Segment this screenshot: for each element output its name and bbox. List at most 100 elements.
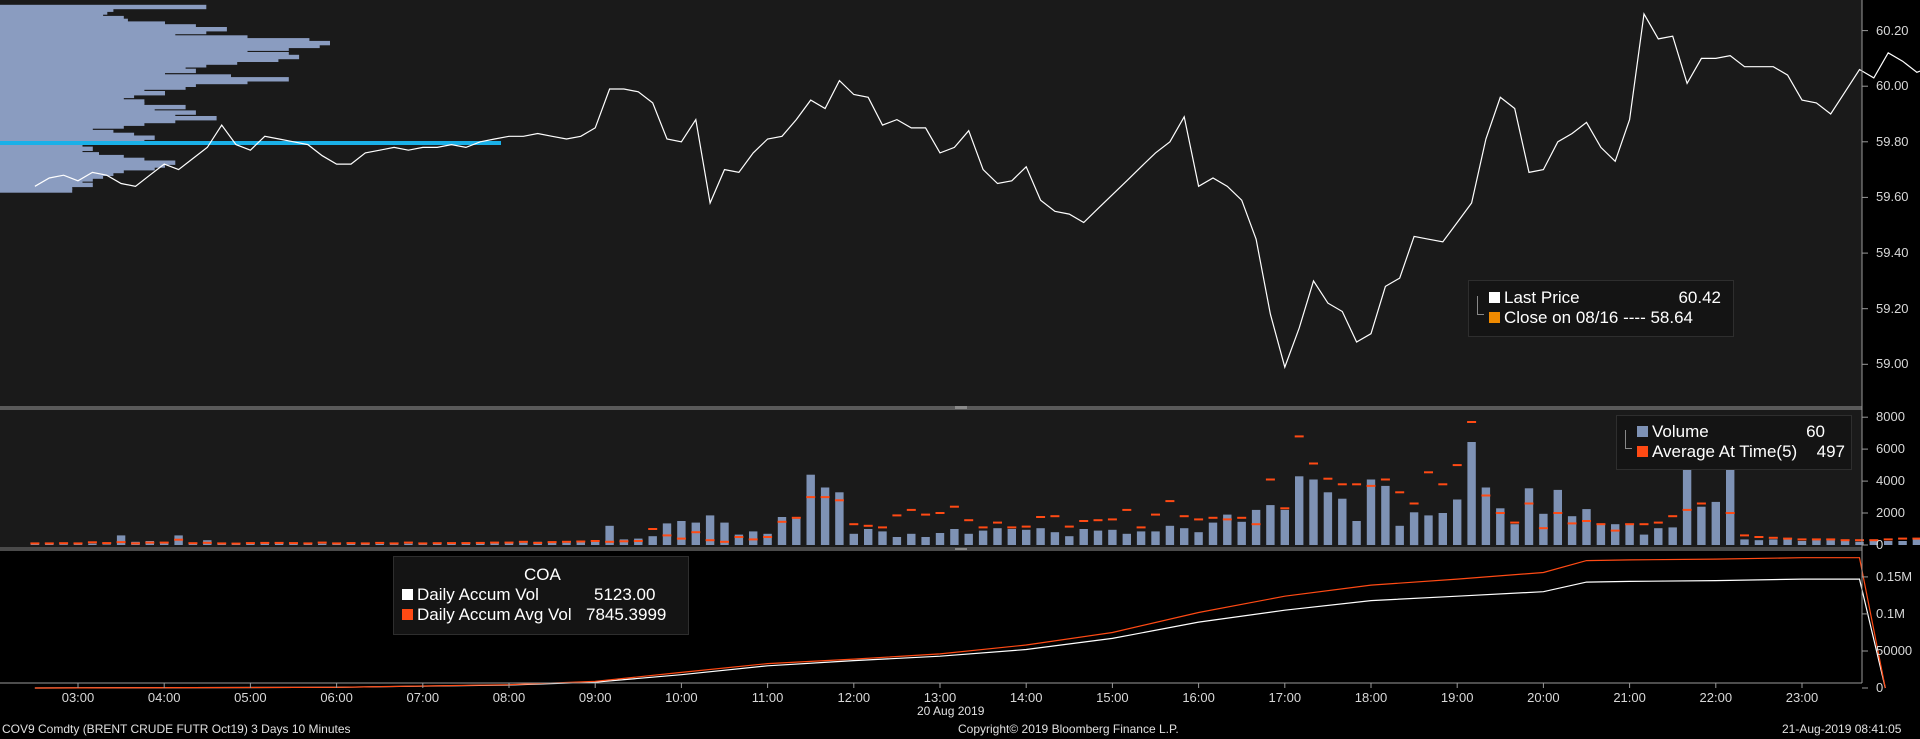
y-tick-label: 8000: [1876, 409, 1905, 425]
avg-at-time-marker: [59, 542, 69, 545]
volume-bar: [892, 537, 902, 545]
avg-at-time-marker: [906, 508, 916, 511]
avg-at-time-marker: [174, 538, 184, 541]
avg-at-time-marker: [763, 536, 773, 538]
x-tick-label: 06:00: [320, 690, 353, 705]
volume-bar: [849, 533, 858, 545]
profile-bar: [0, 168, 124, 174]
volume-value: 60: [1806, 422, 1825, 441]
volume-bar: [461, 544, 471, 545]
profile-bar: [0, 65, 186, 71]
profile-bar: [0, 135, 155, 140]
profile-bar: [0, 118, 176, 124]
profile-bar: [0, 160, 176, 165]
volume-bar: [1079, 529, 1088, 545]
avg-at-time-marker: [1783, 537, 1793, 540]
avg-at-time-marker: [403, 541, 413, 544]
volume-bar: [921, 537, 930, 545]
volume-bar: [1524, 488, 1534, 545]
timestamp: 21-Aug-2019 08:41:05: [1782, 722, 1902, 736]
avg-at-time-marker: [1538, 527, 1548, 530]
x-tick-marks: [77, 683, 1803, 688]
accum-vol-row: Daily Accum Vol 5123.00: [402, 585, 682, 605]
panel-divider-top[interactable]: [0, 406, 1862, 410]
profile-bar: [0, 138, 145, 143]
avg-at-time-marker: [1079, 520, 1089, 522]
profile-bar: [0, 74, 231, 79]
avg-at-time-marker: [1639, 523, 1649, 526]
avg-at-time-marker: [921, 513, 931, 516]
accum-vol-value: 5123.00: [594, 585, 656, 604]
avg-at-time-marker: [73, 542, 83, 545]
profile-bar: [0, 15, 124, 21]
y-tick-label: 60.20: [1876, 22, 1909, 38]
volume-bar: [1754, 540, 1764, 545]
volume-bar: [1323, 492, 1333, 545]
profile-bar: [0, 38, 310, 43]
volume-bar: [1223, 514, 1232, 545]
avg-at-time-marker: [1122, 508, 1132, 511]
accum-avg-swatch: [402, 609, 413, 621]
avg-at-time-marker: [1395, 491, 1405, 494]
avg-at-time-marker: [490, 541, 500, 544]
profile-bar: [0, 182, 93, 188]
profile-bar: [0, 10, 108, 15]
panel-divider-bottom[interactable]: [0, 547, 1862, 551]
volume-bar: [1065, 536, 1074, 545]
avg-at-time-marker: [1309, 462, 1318, 465]
profile-bar: [0, 71, 165, 76]
x-tick-label: 22:00: [1699, 690, 1733, 705]
volume-bar: [1812, 540, 1821, 545]
volume-bar: [993, 528, 1002, 545]
avg-at-time-marker: [863, 524, 873, 527]
avg-at-time-marker: [676, 537, 686, 540]
volume-bar: [1108, 529, 1117, 545]
avg-at-time-marker: [662, 534, 672, 537]
x-tick-label: 13:00: [923, 690, 957, 705]
profile-bar: [0, 152, 99, 157]
profile-bar: [0, 146, 93, 151]
divider-grip-bottom[interactable]: [955, 548, 967, 550]
x-tick-label: 03:00: [61, 690, 95, 705]
volume-bar: [303, 544, 313, 545]
volume-bar: [1309, 479, 1318, 545]
volume-bar: [1266, 505, 1275, 545]
x-tick-label: 10:00: [665, 690, 698, 705]
avg-at-time-marker: [145, 541, 155, 544]
avg-at-time-marker: [1768, 536, 1778, 539]
avg-at-time-marker: [1754, 536, 1764, 538]
profile-bar: [0, 18, 128, 24]
volume-bar: [88, 543, 97, 545]
volume-bar: [1797, 541, 1807, 545]
profile-bar: [0, 54, 300, 60]
volume-bar: [1611, 524, 1620, 545]
avg-at-time-marker: [1855, 539, 1864, 542]
avg-at-time-marker: [159, 541, 169, 544]
profile-bar: [0, 49, 248, 54]
avg-at-time-marker: [576, 540, 586, 543]
avg-at-time-marker: [820, 496, 830, 499]
profile-bar: [0, 113, 176, 118]
divider-grip-top[interactable]: [955, 406, 967, 409]
close-swatch: [1489, 312, 1500, 324]
avg-at-time-marker: [562, 540, 571, 543]
point-of-control-line: [0, 141, 501, 145]
avg-at-time-row: Average At Time(5) 497: [1637, 442, 1847, 462]
last-price-line: [34, 12, 1920, 370]
volume-bar: [691, 522, 700, 545]
avg-at-time-marker: [1582, 520, 1591, 522]
avg-at-time-marker: [1495, 512, 1505, 514]
volume-bar: [792, 518, 801, 545]
avg-at-time-marker: [1208, 516, 1218, 519]
avg-at-time-marker: [317, 541, 327, 544]
y-tick-marks: [1862, 30, 1868, 689]
profile-bar: [0, 124, 124, 129]
x-tick-label: 18:00: [1354, 690, 1388, 705]
avg-at-time-marker: [892, 514, 902, 517]
profile-bar: [0, 57, 279, 62]
last-price-row: Last Price 60.42: [1489, 288, 1729, 308]
avg-at-time-marker: [648, 528, 658, 530]
volume-bar: [1697, 506, 1706, 545]
x-tick-label: 19:00: [1440, 690, 1474, 705]
volume-bar: [1424, 515, 1433, 545]
